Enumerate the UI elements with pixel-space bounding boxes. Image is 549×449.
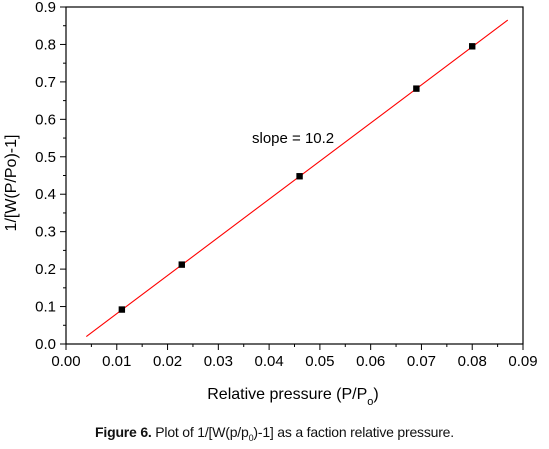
y-tick-label: 0.0 (35, 336, 56, 353)
data-points (118, 43, 476, 313)
x-tick-label: 0.03 (204, 353, 233, 370)
caption-subscript: 0 (248, 432, 254, 443)
y-tick-label: 0.8 (35, 36, 56, 53)
y-tick-label: 0.9 (35, 0, 56, 16)
y-axis-ticks: 0.0 0.1 0.2 0.3 0.4 0.5 0.6 0.7 0.8 0.9 (35, 0, 66, 353)
axes-frame (65, 6, 524, 345)
x-tick-label: 0.09 (508, 353, 537, 370)
x-tick-label: 0.02 (153, 353, 182, 370)
x-tick-label: 0.01 (102, 353, 131, 370)
slope-annotation: slope = 10.2 (252, 130, 334, 147)
caption-text-after: )-1] as a faction relative pressure. (253, 424, 454, 440)
data-point (118, 306, 126, 313)
x-axis-ticks: 0.00 0.01 0.02 0.03 0.04 0.05 0.06 0.07 0.08 0.09 (51, 344, 538, 370)
y-tick-label: 0.2 (35, 261, 56, 278)
figure-caption: Figure 6. Plot of 1/[W(p/p0)-1] as a fac… (0, 424, 549, 443)
x-tick-label: 0.00 (51, 353, 80, 370)
x-tick-label: 0.07 (407, 353, 436, 370)
scatter-plot: 0.00 0.01 0.02 0.03 0.04 0.05 0.06 0.07 0.08 0.09… (3, 0, 538, 408)
y-tick-label: 0.6 (35, 111, 56, 128)
data-point (296, 173, 303, 180)
y-tick-label: 0.1 (35, 299, 56, 316)
caption-label: Figure 6. (95, 424, 152, 440)
data-point (469, 43, 476, 50)
x-tick-label: 0.08 (458, 353, 487, 370)
x-tick-label: 0.06 (356, 353, 385, 370)
y-tick-label: 0.3 (35, 224, 56, 241)
y-tick-label: 0.7 (35, 74, 56, 91)
y-tick-label: 0.4 (35, 186, 56, 203)
caption-text-before: Plot of 1/[W(p/p (151, 424, 249, 440)
x-tick-label: 0.05 (305, 353, 334, 370)
x-tick-label: 0.04 (255, 353, 284, 370)
data-point (178, 261, 185, 268)
data-point (413, 85, 420, 92)
x-axis-title: Relative pressure (P/Po) (207, 386, 379, 408)
plot-frame (65, 6, 524, 345)
y-tick-label: 0.5 (35, 149, 56, 166)
y-axis-title: 1/[W(P/Po)-1] (3, 135, 20, 232)
